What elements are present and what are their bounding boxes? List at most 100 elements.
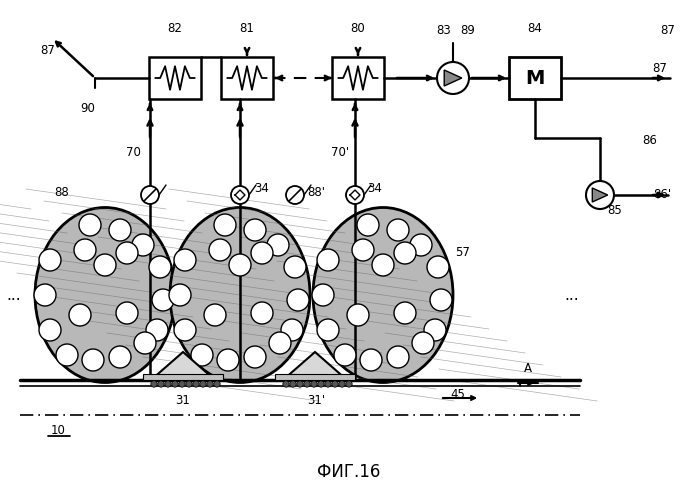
Text: 87: 87 — [660, 24, 676, 36]
Circle shape — [193, 381, 199, 387]
Circle shape — [317, 249, 339, 271]
Circle shape — [352, 239, 374, 261]
Circle shape — [207, 381, 213, 387]
Ellipse shape — [35, 208, 175, 382]
Circle shape — [158, 381, 164, 387]
Circle shape — [204, 304, 226, 326]
Polygon shape — [283, 352, 347, 380]
Circle shape — [231, 186, 249, 204]
Circle shape — [39, 319, 61, 341]
Circle shape — [200, 381, 206, 387]
Circle shape — [346, 186, 364, 204]
Circle shape — [325, 381, 331, 387]
Bar — [221, 57, 273, 99]
Text: 85: 85 — [608, 204, 623, 216]
Circle shape — [347, 304, 369, 326]
Text: 31: 31 — [176, 394, 191, 406]
Circle shape — [141, 186, 159, 204]
Text: 70': 70' — [331, 146, 349, 158]
Circle shape — [149, 256, 171, 278]
Circle shape — [312, 284, 334, 306]
Circle shape — [394, 302, 416, 324]
Text: 70: 70 — [126, 146, 140, 158]
Text: 10: 10 — [50, 424, 66, 436]
Circle shape — [424, 319, 446, 341]
Circle shape — [290, 381, 296, 387]
Text: 34: 34 — [255, 182, 269, 194]
Bar — [509, 57, 561, 99]
Circle shape — [116, 302, 138, 324]
Ellipse shape — [170, 208, 310, 382]
Text: 88': 88' — [307, 186, 325, 200]
Text: ФИГ.16: ФИГ.16 — [318, 463, 380, 481]
Circle shape — [387, 346, 409, 368]
Circle shape — [174, 319, 196, 341]
Circle shape — [244, 346, 266, 368]
Circle shape — [251, 242, 273, 264]
Text: 80: 80 — [350, 22, 365, 35]
Circle shape — [410, 234, 432, 256]
Bar — [275, 374, 355, 380]
Text: 86: 86 — [643, 134, 658, 146]
Circle shape — [339, 381, 346, 387]
Circle shape — [209, 239, 231, 261]
Text: A: A — [524, 362, 532, 374]
Circle shape — [334, 344, 356, 366]
Text: 86': 86' — [653, 188, 671, 202]
Circle shape — [360, 349, 382, 371]
Circle shape — [94, 254, 116, 276]
Circle shape — [304, 381, 310, 387]
Circle shape — [132, 234, 154, 256]
Circle shape — [109, 219, 131, 241]
Circle shape — [311, 381, 317, 387]
Circle shape — [79, 214, 101, 236]
Circle shape — [34, 284, 56, 306]
Text: 81: 81 — [239, 22, 255, 35]
Circle shape — [172, 381, 178, 387]
Circle shape — [191, 344, 213, 366]
Circle shape — [430, 289, 452, 311]
Circle shape — [151, 381, 157, 387]
Circle shape — [283, 381, 289, 387]
Polygon shape — [151, 352, 215, 380]
Circle shape — [297, 381, 303, 387]
Circle shape — [251, 302, 273, 324]
Circle shape — [412, 332, 434, 354]
Circle shape — [214, 381, 220, 387]
Circle shape — [372, 254, 394, 276]
Text: 45: 45 — [451, 388, 466, 402]
Polygon shape — [444, 70, 462, 86]
Circle shape — [146, 319, 168, 341]
Text: 87: 87 — [653, 62, 667, 74]
Circle shape — [109, 346, 131, 368]
Circle shape — [179, 381, 185, 387]
Circle shape — [244, 219, 266, 241]
Text: 83: 83 — [437, 24, 452, 36]
Circle shape — [186, 381, 192, 387]
Text: 34: 34 — [368, 182, 383, 194]
Text: 82: 82 — [168, 22, 182, 35]
Circle shape — [267, 234, 289, 256]
Circle shape — [152, 289, 174, 311]
Bar — [332, 57, 384, 99]
Circle shape — [134, 332, 156, 354]
Ellipse shape — [313, 208, 453, 382]
Polygon shape — [593, 188, 608, 202]
Circle shape — [74, 239, 96, 261]
Circle shape — [286, 186, 304, 204]
Circle shape — [387, 219, 409, 241]
Circle shape — [69, 304, 91, 326]
Text: ...: ... — [7, 288, 22, 302]
Circle shape — [586, 181, 614, 209]
Circle shape — [346, 381, 352, 387]
Circle shape — [82, 349, 104, 371]
Text: 84: 84 — [528, 22, 542, 35]
Circle shape — [317, 319, 339, 341]
Circle shape — [165, 381, 171, 387]
Circle shape — [214, 214, 236, 236]
Circle shape — [56, 344, 78, 366]
Circle shape — [287, 289, 309, 311]
Circle shape — [394, 242, 416, 264]
Circle shape — [427, 256, 449, 278]
Circle shape — [437, 62, 469, 94]
